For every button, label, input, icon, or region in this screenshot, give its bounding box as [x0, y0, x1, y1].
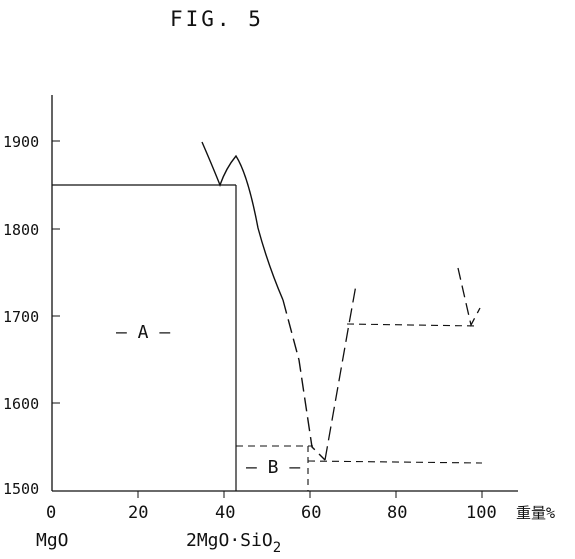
forsterite-label-subscript: 2	[273, 540, 281, 556]
forsterite-label-base: 2MgO·SiO	[186, 530, 273, 551]
liquidus-curve-solid	[201, 141, 284, 301]
x-tick-label-0: 0	[46, 503, 56, 523]
y-ticks	[52, 140, 60, 404]
x-unit-label: 重量%	[516, 504, 555, 522]
y-tick-label-1900: 1900	[3, 133, 39, 151]
forsterite-label: 2MgO·SiO2	[186, 530, 281, 556]
far-right-liquidus-dashed	[457, 267, 481, 327]
x-tick-label-100: 100	[466, 503, 497, 523]
y-tick-label-1500: 1500	[3, 480, 39, 498]
liquidus-curve-dashed	[282, 299, 326, 461]
region-a-label: – A –	[116, 322, 170, 343]
y-tick-label-1600: 1600	[3, 395, 39, 413]
y-tick-label-1700: 1700	[3, 308, 39, 326]
figure-title: FIG. 5	[170, 7, 264, 31]
mgo-label: MgO	[36, 530, 69, 551]
x-ticks	[137, 491, 483, 498]
region-b-label: – B –	[246, 457, 300, 478]
x-tick-label-80: 80	[387, 503, 407, 523]
x-tick-label-20: 20	[128, 503, 148, 523]
upper-horizontal-dashed	[346, 323, 479, 327]
x-tick-label-40: 40	[215, 503, 235, 523]
x-tick-label-60: 60	[301, 503, 321, 523]
eutectic-horizontal-dashed	[307, 460, 483, 464]
y-tick-label-1800: 1800	[3, 221, 39, 239]
right-liquidus-dashed	[324, 284, 357, 461]
